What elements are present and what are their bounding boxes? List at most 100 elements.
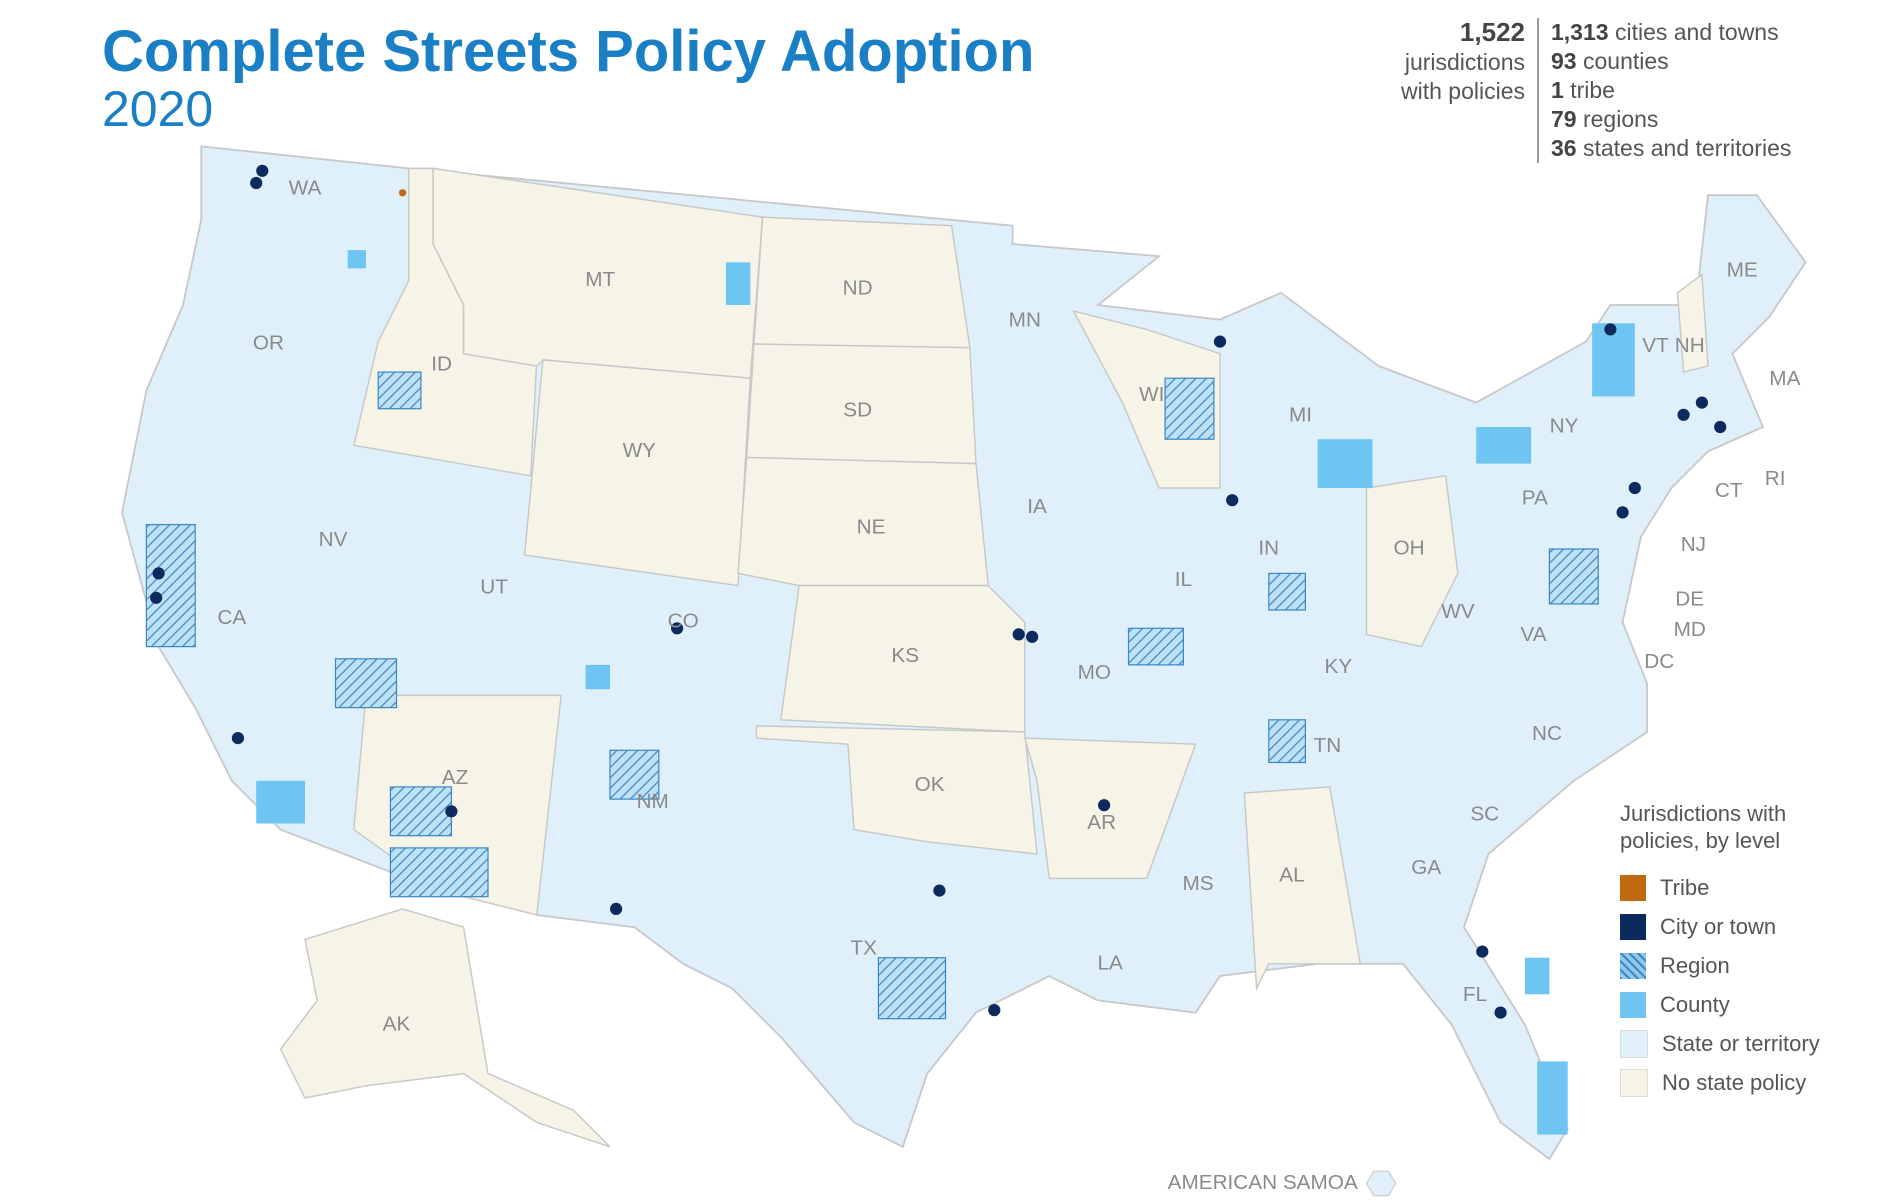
city xyxy=(1226,494,1239,507)
region xyxy=(877,957,947,1020)
state-label: KS xyxy=(891,644,919,667)
legend-item: No state policy xyxy=(1620,1063,1820,1102)
state-label: MI xyxy=(1289,404,1312,427)
state-label: SC xyxy=(1470,802,1499,825)
state-label: WV xyxy=(1441,600,1475,623)
city xyxy=(150,591,163,604)
city xyxy=(231,732,244,745)
total-block: 1,522 jurisdictions with policies xyxy=(1370,18,1539,163)
legend-label: No state policy xyxy=(1662,1069,1807,1095)
breakdown-label: counties xyxy=(1582,48,1669,74)
state-label: VT xyxy=(1642,334,1669,357)
state-label: WI xyxy=(1139,383,1164,406)
state-label: ND xyxy=(843,277,873,300)
territory-label: AMERICAN SAMOA xyxy=(1168,1171,1358,1194)
breakdown-count: 1,313 xyxy=(1551,19,1609,45)
region xyxy=(389,847,489,898)
state-label: IL xyxy=(1175,568,1192,591)
county xyxy=(1592,323,1635,397)
state-label: PA xyxy=(1522,486,1548,509)
state-label: SD xyxy=(843,399,872,422)
state-shape xyxy=(1365,474,1459,648)
region xyxy=(1268,719,1307,764)
region xyxy=(1127,627,1185,666)
state-label: CO xyxy=(668,610,699,633)
state-label: NY xyxy=(1550,414,1579,437)
state-label: OH xyxy=(1394,536,1425,559)
tribe xyxy=(398,189,407,197)
legend-swatch xyxy=(1620,1068,1648,1097)
state-shape xyxy=(1023,737,1197,880)
state-shape xyxy=(1243,786,1362,991)
city xyxy=(671,622,684,635)
state-label: VA xyxy=(1520,623,1546,646)
city xyxy=(1026,630,1039,643)
state-label: AZ xyxy=(442,766,469,789)
state-label: IN xyxy=(1258,536,1279,559)
region xyxy=(609,749,660,800)
breakdown-row: 1 tribe xyxy=(1551,76,1791,105)
breakdown-count: 79 xyxy=(1551,106,1577,132)
legend-title: Jurisdictions with policies, by level xyxy=(1620,801,1787,853)
state-label: AK xyxy=(383,1012,411,1035)
breakdown-label: cities and towns xyxy=(1614,19,1779,45)
state-shape xyxy=(755,725,1038,855)
legend: Jurisdictions with policies, by level Tr… xyxy=(1620,800,1820,1102)
state-label: NM xyxy=(637,790,669,813)
breakdown-count: 93 xyxy=(1551,48,1577,74)
breakdown-label: states and territories xyxy=(1582,135,1792,161)
city xyxy=(1213,335,1227,348)
county xyxy=(1317,439,1373,488)
state-label: WY xyxy=(623,439,657,462)
state-label: MA xyxy=(1769,367,1800,390)
state-shape xyxy=(279,908,611,1148)
state-label: NJ xyxy=(1681,533,1706,556)
state-label: MD xyxy=(1674,618,1706,641)
breakdown-count: 1 xyxy=(1551,77,1564,103)
state-label: AR xyxy=(1087,811,1116,834)
county xyxy=(1476,427,1532,464)
breakdown-count: 36 xyxy=(1551,135,1577,161)
city xyxy=(1628,481,1641,495)
city xyxy=(1677,408,1690,421)
city xyxy=(1494,1006,1507,1019)
state-label: NC xyxy=(1532,722,1562,745)
state-label: MT xyxy=(585,268,615,291)
county xyxy=(725,262,751,305)
city xyxy=(933,884,946,897)
city xyxy=(1012,628,1025,641)
city xyxy=(610,902,623,915)
county xyxy=(256,780,305,824)
city xyxy=(256,164,269,177)
breakdown-label: regions xyxy=(1582,106,1659,132)
state-label: MN xyxy=(1009,308,1041,331)
county xyxy=(1537,1061,1568,1135)
legend-label: Region xyxy=(1660,952,1730,978)
breakdown-label: tribe xyxy=(1570,77,1615,103)
region xyxy=(1164,377,1215,440)
legend-item: Region xyxy=(1620,946,1820,985)
region xyxy=(377,371,422,410)
breakdown-row: 93 counties xyxy=(1551,47,1791,76)
state-label: NV xyxy=(319,528,348,551)
territory-shape xyxy=(1365,1170,1397,1197)
summary: 1,522 jurisdictions with policies 1,313 c… xyxy=(1370,18,1791,163)
legend-swatch xyxy=(1620,913,1646,940)
state-label: GA xyxy=(1411,856,1441,879)
city xyxy=(1616,506,1629,519)
state-label: IA xyxy=(1027,495,1047,518)
state-label: LA xyxy=(1098,951,1124,974)
legend-swatch xyxy=(1620,952,1646,979)
state-shape xyxy=(523,359,752,587)
legend-label: City or town xyxy=(1660,913,1777,939)
legend-item: State or territory xyxy=(1620,1024,1820,1063)
city xyxy=(1695,396,1708,409)
breakdown-row: 79 regions xyxy=(1551,105,1791,134)
state-label: FL xyxy=(1463,983,1487,1006)
city xyxy=(1098,799,1111,812)
state-shape xyxy=(779,584,1026,733)
state-label: CA xyxy=(217,606,246,629)
county xyxy=(585,664,610,690)
total-count: 1,522 xyxy=(1459,17,1525,47)
